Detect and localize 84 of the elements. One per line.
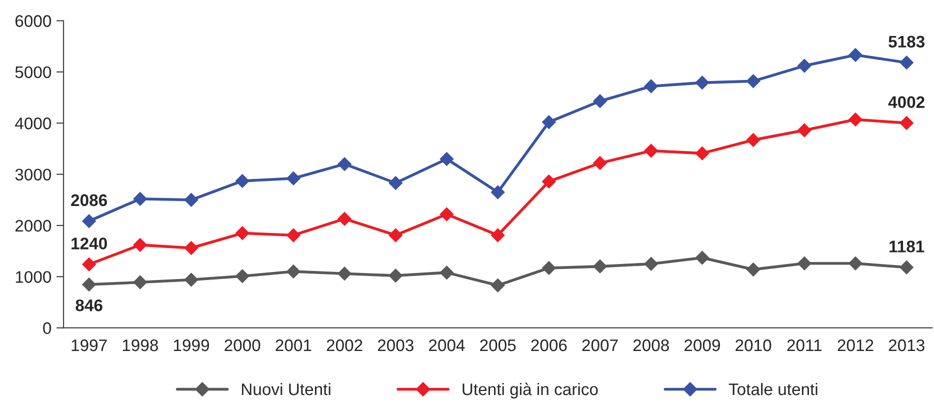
point [388, 176, 403, 190]
point [848, 112, 862, 126]
y-tick-label: 4000 [15, 118, 52, 130]
point [900, 56, 914, 70]
point [133, 238, 148, 252]
point [695, 250, 710, 265]
point [746, 133, 760, 147]
x-tick-label: 2010 [736, 339, 772, 352]
point [593, 260, 607, 274]
y-tick-label: 5000 [15, 66, 52, 78]
x-tick-label: 2011 [787, 339, 822, 352]
annotation: 5183 [888, 36, 925, 48]
legend-label: Nuovi Utenti [242, 382, 330, 396]
annotation: 2086 [71, 194, 107, 206]
annotation: 4002 [888, 96, 924, 108]
x-tick-label: 2009 [684, 339, 720, 352]
point [695, 76, 710, 90]
point [388, 228, 403, 242]
point [440, 207, 454, 222]
x-tick-label: 2000 [224, 339, 260, 352]
point [900, 116, 914, 130]
point [184, 272, 198, 287]
point [848, 48, 862, 62]
point [848, 256, 862, 270]
point [235, 269, 250, 284]
y-tick-label: 3000 [15, 168, 52, 181]
x-tick-label: 2004 [429, 339, 465, 352]
x-tick-label: 2012 [838, 339, 874, 352]
point [490, 278, 505, 292]
point [900, 260, 914, 274]
point [542, 261, 556, 275]
x-tick-label: 2003 [378, 339, 414, 352]
point [593, 94, 607, 108]
point [490, 185, 505, 200]
point [797, 58, 812, 73]
point [644, 79, 658, 94]
point [82, 257, 96, 272]
y-tick-label: 0 [43, 322, 52, 334]
point [133, 275, 148, 290]
point [797, 123, 812, 138]
annotation: 1240 [72, 238, 107, 250]
y-tick-label: 1000 [16, 271, 52, 283]
point [593, 156, 607, 170]
point [235, 226, 250, 240]
point [542, 115, 556, 129]
point [338, 157, 352, 171]
point [644, 144, 658, 158]
x-tick-label: 1998 [122, 339, 158, 352]
y-tick-label: 2000 [15, 220, 52, 232]
point [644, 256, 658, 271]
point [82, 214, 96, 228]
point [440, 266, 454, 280]
point [338, 212, 352, 226]
annotation: 846 [76, 299, 102, 312]
point [490, 228, 505, 242]
point [440, 152, 454, 166]
point [235, 174, 250, 188]
point [82, 278, 96, 292]
point [388, 268, 403, 283]
point [133, 192, 148, 206]
point [746, 74, 760, 88]
point [338, 266, 352, 280]
x-tick-label: 2006 [531, 339, 567, 352]
x-tick-label: 2008 [633, 339, 669, 352]
point [184, 241, 198, 255]
y-tick-label: 6000 [15, 15, 52, 27]
point [286, 264, 300, 278]
x-tick-label: 2001 [276, 339, 312, 352]
point [695, 146, 710, 160]
x-tick-label: 1999 [174, 339, 209, 352]
point [286, 228, 300, 242]
point [184, 192, 198, 207]
x-tick-label: 2005 [480, 339, 516, 352]
x-tick-label: 2013 [888, 339, 924, 352]
point [286, 171, 300, 186]
x-tick-label: 1997 [72, 339, 107, 352]
legend-label: Utenti già in carico [462, 382, 598, 399]
annotation: 1181 [890, 240, 924, 252]
x-tick-label: 2007 [582, 339, 618, 352]
point [797, 256, 812, 270]
x-tick-label: 2002 [326, 339, 362, 352]
legend-label: Totale utenti [728, 382, 818, 396]
point [746, 262, 760, 276]
point [542, 174, 556, 188]
